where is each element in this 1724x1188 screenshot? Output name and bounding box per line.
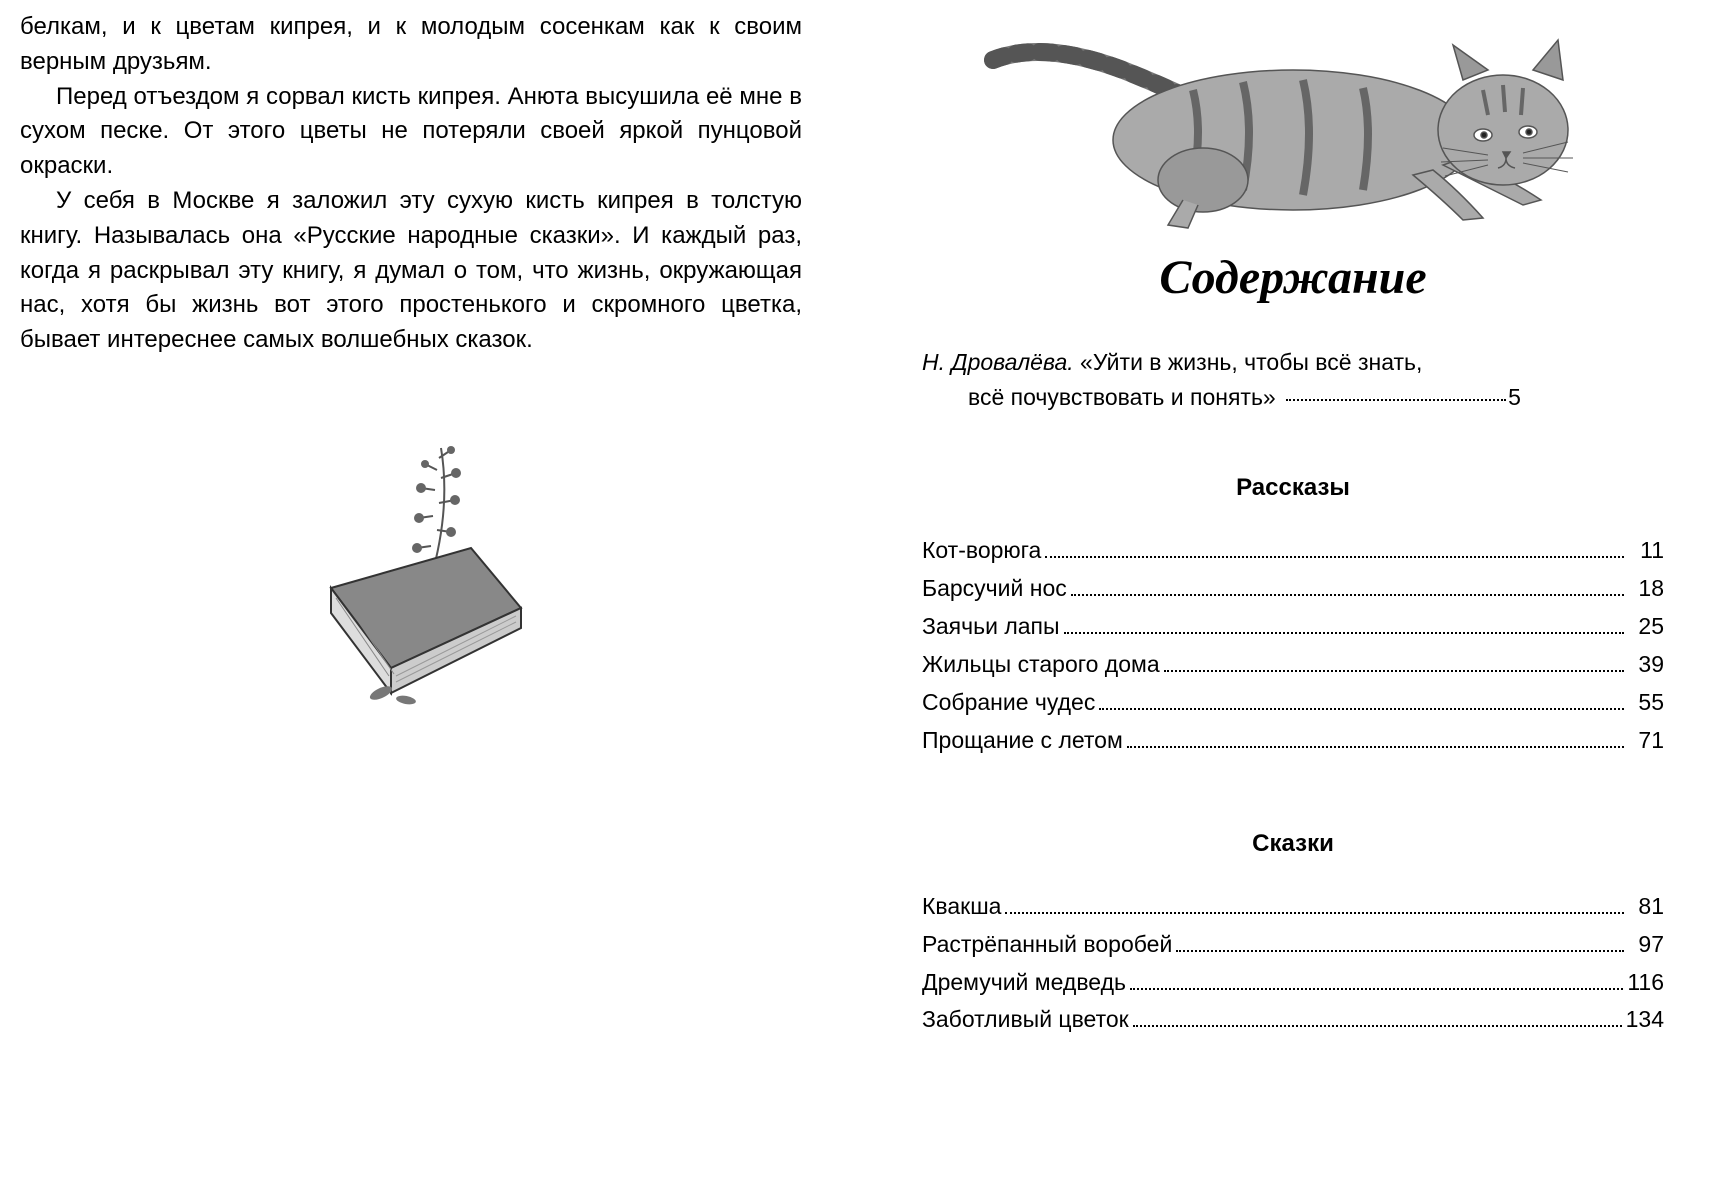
toc-row: Заячьи лапы 25 bbox=[922, 608, 1664, 646]
book-illustration bbox=[20, 418, 802, 718]
paragraph-3: У себя в Москве я заложил эту сухую кист… bbox=[20, 184, 802, 358]
contents-title: Содержание bbox=[922, 250, 1664, 305]
toc-dots bbox=[1133, 1025, 1622, 1027]
section-tales-heading: Сказки bbox=[922, 830, 1664, 858]
intro-page: 5 bbox=[1508, 384, 1521, 410]
intro-author: Н. Дровалёва. bbox=[922, 349, 1074, 375]
toc-title: Квакша bbox=[922, 888, 1001, 926]
toc-title: Прощание с летом bbox=[922, 722, 1123, 760]
toc-dots bbox=[1164, 670, 1624, 672]
toc-title: Растрёпанный воробей bbox=[922, 926, 1172, 964]
toc-title: Кот-ворюга bbox=[922, 532, 1041, 570]
toc-row: Квакша 81 bbox=[922, 888, 1664, 926]
toc-title: Заботливый цветок bbox=[922, 1001, 1129, 1039]
toc-title: Дремучий медведь bbox=[922, 964, 1126, 1002]
toc-title: Заячьи лапы bbox=[922, 608, 1060, 646]
section-stories-heading: Рассказы bbox=[922, 474, 1664, 502]
toc-row: Жильцы старого дома 39 bbox=[922, 646, 1664, 684]
toc-page: 55 bbox=[1628, 684, 1664, 722]
toc-dots bbox=[1099, 708, 1624, 710]
intro-line1: «Уйти в жизнь, чтобы всё знать, bbox=[1074, 349, 1423, 375]
stories-list: Кот-ворюга 11 Барсучий нос 18 Заячьи лап… bbox=[922, 532, 1664, 760]
toc-title: Барсучий нос bbox=[922, 570, 1067, 608]
tales-list: Квакша 81 Растрёпанный воробей 97 Дремуч… bbox=[922, 888, 1664, 1040]
toc-row: Барсучий нос 18 bbox=[922, 570, 1664, 608]
toc-page: 116 bbox=[1627, 964, 1664, 1002]
toc-page: 25 bbox=[1628, 608, 1664, 646]
body-text: белкам, и к цветам кипрея, и к молодым с… bbox=[20, 10, 802, 358]
toc-page: 18 bbox=[1628, 570, 1664, 608]
toc-page: 11 bbox=[1628, 532, 1664, 570]
toc-page: 39 bbox=[1628, 646, 1664, 684]
paragraph-2: Перед отъездом я сорвал кисть кипрея. Ан… bbox=[20, 80, 802, 184]
toc-row: Заботливый цветок 134 bbox=[922, 1001, 1664, 1039]
toc-row: Растрёпанный воробей 97 bbox=[922, 926, 1664, 964]
toc-dots bbox=[1064, 632, 1624, 634]
toc-dots bbox=[1071, 594, 1624, 596]
toc-dots bbox=[1176, 950, 1624, 952]
toc-dots bbox=[1130, 988, 1623, 990]
toc-page: 97 bbox=[1628, 926, 1664, 964]
toc-title: Жильцы старого дома bbox=[922, 646, 1160, 684]
toc-page: 71 bbox=[1628, 722, 1664, 760]
left-page: белкам, и к цветам кипрея, и к молодым с… bbox=[0, 0, 862, 1188]
toc-dots bbox=[1045, 556, 1624, 558]
intro-line2: всё почувствовать и понять» bbox=[968, 384, 1282, 410]
right-page: Содержание Н. Дровалёва. «Уйти в жизнь, … bbox=[862, 0, 1724, 1188]
toc-dots bbox=[1127, 746, 1624, 748]
toc-row: Собрание чудес 55 bbox=[922, 684, 1664, 722]
toc-dots bbox=[1005, 912, 1624, 914]
toc-page: 134 bbox=[1626, 1001, 1664, 1039]
toc-title: Собрание чудес bbox=[922, 684, 1095, 722]
toc-row: Кот-ворюга 11 bbox=[922, 532, 1664, 570]
paragraph-1: белкам, и к цветам кипрея, и к молодым с… bbox=[20, 10, 802, 80]
toc-row: Дремучий медведь 116 bbox=[922, 964, 1664, 1002]
intro-entry: Н. Дровалёва. «Уйти в жизнь, чтобы всё з… bbox=[922, 345, 1664, 414]
toc-row: Прощание с летом 71 bbox=[922, 722, 1664, 760]
intro-dots bbox=[1286, 399, 1506, 401]
cat-illustration bbox=[922, 20, 1664, 240]
toc-page: 81 bbox=[1628, 888, 1664, 926]
